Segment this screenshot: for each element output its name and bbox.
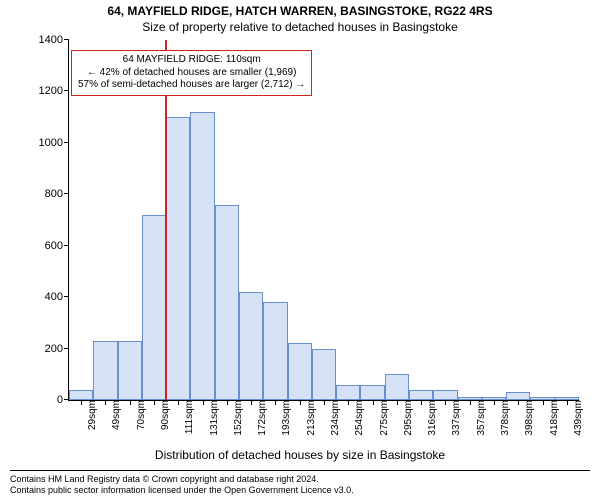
x-tick-mark [543,400,544,405]
chart-container: 64, MAYFIELD RIDGE, HATCH WARREN, BASING… [0,0,600,500]
x-tick-mark [494,400,495,405]
x-tick-mark [567,400,568,405]
y-tick-label: 400 [23,291,69,303]
x-tick-label: 70sqm [134,400,147,430]
annotation-box: 64 MAYFIELD RIDGE: 110sqm← 42% of detach… [71,50,312,96]
x-tick-label: 295sqm [401,400,414,436]
y-tick-mark [64,296,69,297]
y-tick-label: 600 [23,240,69,252]
x-tick-label: 357sqm [474,400,487,436]
histogram-bar [93,341,117,400]
y-tick-mark [64,39,69,40]
histogram-bar [360,385,384,400]
x-tick-mark [348,400,349,405]
x-tick-label: 398sqm [522,400,535,436]
x-tick-mark [397,400,398,405]
histogram-bar [239,292,263,400]
x-tick-mark [178,400,179,405]
histogram-bar [118,341,142,400]
y-tick-mark [64,348,69,349]
x-tick-mark [81,400,82,405]
histogram-bar [215,205,239,400]
y-tick-mark [64,245,69,246]
x-tick-label: 234sqm [328,400,341,436]
x-tick-label: 378sqm [498,400,511,436]
y-tick-mark [64,90,69,91]
x-tick-mark [421,400,422,405]
x-tick-label: 418sqm [547,400,560,436]
plot-area: 020040060080010001200140029sqm49sqm70sqm… [68,40,579,401]
x-tick-mark [227,400,228,405]
x-tick-mark [130,400,131,405]
footer-attribution: Contains HM Land Registry data © Crown c… [10,470,590,496]
x-tick-label: 316sqm [425,400,438,436]
x-tick-mark [324,400,325,405]
histogram-bar [433,390,457,400]
x-tick-label: 337sqm [449,400,462,436]
x-tick-mark [445,400,446,405]
histogram-bar [263,302,287,400]
x-tick-mark [105,400,106,405]
annotation-line: 57% of semi-detached houses are larger (… [78,79,305,92]
x-tick-label: 439sqm [571,400,584,436]
histogram-bar [385,374,409,400]
x-tick-mark [373,400,374,405]
x-tick-label: 111sqm [182,400,195,434]
annotation-line: ← 42% of detached houses are smaller (1,… [78,67,305,80]
y-tick-label: 0 [23,394,69,406]
y-tick-label: 1000 [23,137,69,149]
histogram-bar [312,349,336,400]
y-tick-label: 1200 [23,85,69,97]
x-tick-mark [470,400,471,405]
y-tick-label: 1400 [23,34,69,46]
footer-line-2: Contains public sector information licen… [10,485,590,496]
footer-line-1: Contains HM Land Registry data © Crown c… [10,474,590,485]
chart-title-sub: Size of property relative to detached ho… [0,20,600,34]
x-tick-label: 29sqm [85,400,98,430]
histogram-bar [190,112,214,400]
annotation-line: 64 MAYFIELD RIDGE: 110sqm [78,54,305,67]
histogram-bar [288,343,312,400]
histogram-bar [69,390,93,400]
x-tick-mark [300,400,301,405]
x-tick-label: 152sqm [231,400,244,436]
y-tick-label: 800 [23,188,69,200]
y-tick-mark [64,193,69,194]
histogram-bar [409,390,433,400]
x-tick-label: 49sqm [109,400,122,430]
x-tick-label: 213sqm [304,400,317,436]
x-tick-mark [518,400,519,405]
x-tick-mark [251,400,252,405]
x-tick-label: 90sqm [158,400,171,430]
x-tick-mark [154,400,155,405]
x-tick-label: 193sqm [279,400,292,436]
histogram-bar [142,215,166,400]
x-axis-label: Distribution of detached houses by size … [0,448,600,462]
chart-title-main: 64, MAYFIELD RIDGE, HATCH WARREN, BASING… [0,4,600,18]
y-tick-mark [64,142,69,143]
x-tick-label: 131sqm [207,400,220,436]
histogram-bar [506,392,530,400]
x-tick-label: 254sqm [352,400,365,436]
histogram-bar [166,117,190,400]
x-tick-mark [275,400,276,405]
y-tick-label: 200 [23,343,69,355]
x-tick-label: 172sqm [255,400,268,436]
histogram-bar [336,385,360,400]
x-tick-label: 275sqm [377,400,390,436]
x-tick-mark [203,400,204,405]
